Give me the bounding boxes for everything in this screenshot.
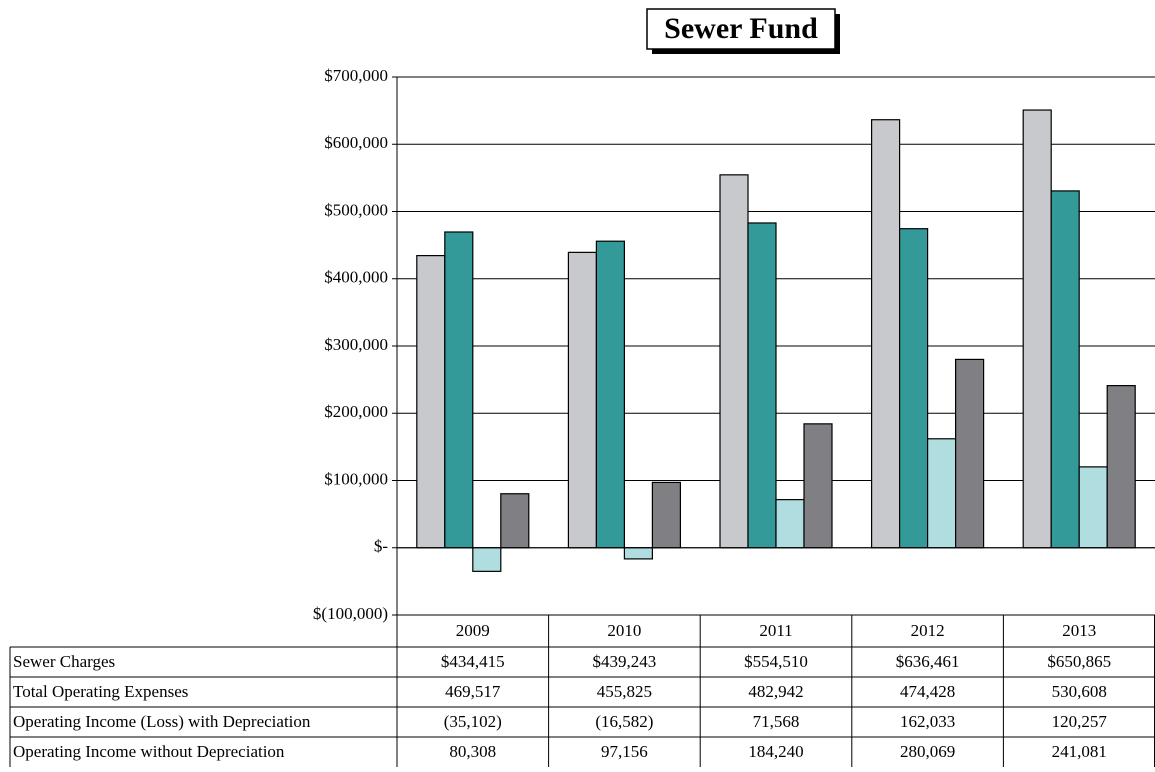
y-tick-label: $400,000 <box>324 268 388 287</box>
table-value: (35,102) <box>444 712 502 731</box>
table-value: 474,428 <box>900 682 955 701</box>
y-tick-label: $500,000 <box>324 200 388 219</box>
title-box <box>646 8 836 50</box>
table-value: 162,033 <box>900 712 955 731</box>
bar <box>1050 190 1080 549</box>
table-value: $554,510 <box>744 652 808 671</box>
y-tick-label: $700,000 <box>324 66 388 85</box>
bar <box>870 119 901 549</box>
table-value: $439,243 <box>593 652 657 671</box>
legend-label: Sewer Charges <box>13 652 115 671</box>
table-value: 469,517 <box>445 682 501 701</box>
table-value: 97,156 <box>601 742 648 761</box>
bar <box>954 358 985 549</box>
bar <box>719 174 749 549</box>
legend-label: Operating Income (Loss) with Depreciatio… <box>13 712 311 731</box>
table-value: 71,568 <box>753 712 800 731</box>
bar <box>416 255 446 549</box>
x-tick-label: 2012 <box>911 621 945 640</box>
chart-title: Sewer Fund <box>664 12 818 45</box>
y-tick-label: $100,000 <box>324 469 388 488</box>
bar <box>444 231 474 549</box>
bar <box>1078 466 1108 549</box>
bar <box>803 423 833 549</box>
y-tick-label: $600,000 <box>324 133 388 152</box>
table-value: 455,825 <box>597 682 652 701</box>
bar <box>898 228 929 549</box>
y-tick-label: $(100,000) <box>313 604 388 623</box>
bar <box>651 481 682 549</box>
bar <box>926 438 957 549</box>
table-value: $434,415 <box>441 652 505 671</box>
table-value: 280,069 <box>900 742 955 761</box>
bar <box>1106 385 1136 549</box>
y-tick-label: $200,000 <box>324 402 388 421</box>
table-value: $636,461 <box>896 652 960 671</box>
table-value: (16,582) <box>595 712 653 731</box>
x-tick-label: 2013 <box>1062 621 1096 640</box>
legend-label: Operating Income without Depreciation <box>13 742 285 761</box>
bar <box>595 240 626 549</box>
legend-label: Total Operating Expenses <box>13 682 188 701</box>
bar <box>567 251 598 549</box>
table-value: 482,942 <box>748 682 803 701</box>
table-value: 241,081 <box>1052 742 1107 761</box>
bar <box>623 547 654 560</box>
x-tick-label: 2011 <box>759 621 792 640</box>
table-value: 530,608 <box>1052 682 1107 701</box>
bar <box>747 222 777 549</box>
x-tick-label: 2009 <box>456 621 490 640</box>
bar <box>775 499 805 549</box>
y-tick-label: $- <box>374 537 389 556</box>
bar <box>472 547 502 572</box>
x-tick-label: 2010 <box>607 621 641 640</box>
table-value: $650,865 <box>1047 652 1111 671</box>
table-value: 120,257 <box>1052 712 1108 731</box>
bar <box>500 493 530 549</box>
bar <box>1022 109 1052 549</box>
table-value: 80,308 <box>449 742 496 761</box>
table-value: 184,240 <box>748 742 803 761</box>
y-tick-label: $300,000 <box>324 335 388 354</box>
